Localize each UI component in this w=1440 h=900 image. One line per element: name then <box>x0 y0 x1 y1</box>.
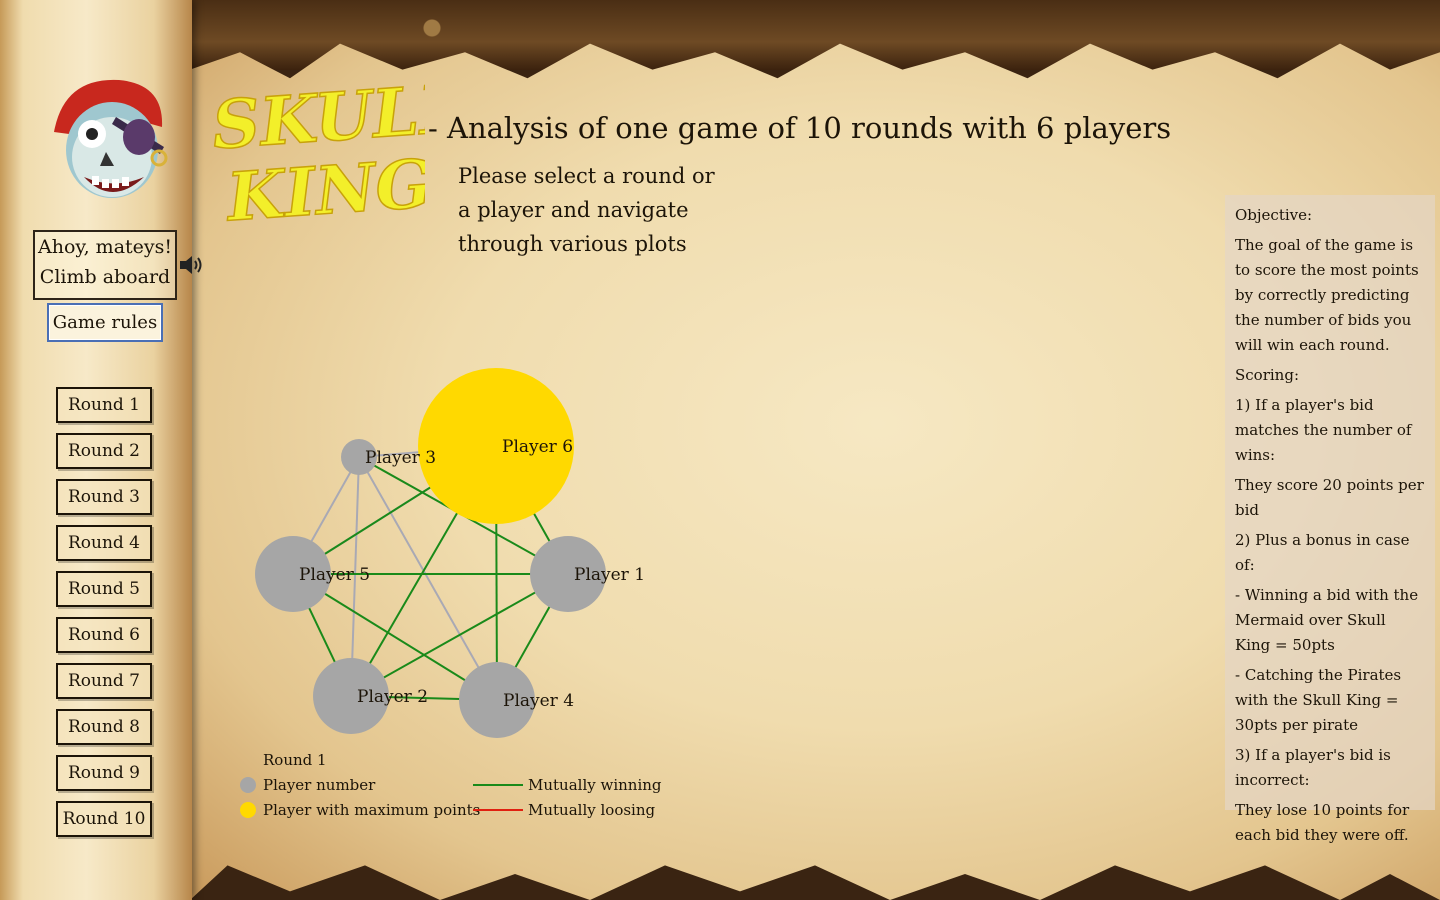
neutral-edge <box>350 456 360 697</box>
instructions-line1: Please select a round or <box>458 164 715 188</box>
round-2-button[interactable]: Round 2 <box>56 433 152 469</box>
logo-text-top: SKULL <box>210 70 425 164</box>
sidebar: Ahoy, mateys! Climb aboard Game rules Ro… <box>0 0 202 900</box>
round-5-button[interactable]: Round 5 <box>56 571 152 607</box>
legend-player-number: Player number <box>263 776 376 794</box>
round-6-button[interactable]: Round 6 <box>56 617 152 653</box>
info-paragraph: They score 20 points per bid <box>1235 476 1424 519</box>
player-node-p4[interactable] <box>459 662 535 738</box>
round-list: Round 1 Round 2 Round 3 Round 4 Round 5 … <box>56 387 156 847</box>
player-label-p2[interactable]: Player 2 <box>357 687 428 707</box>
player-node-p5[interactable] <box>255 536 331 612</box>
round-7-button[interactable]: Round 7 <box>56 663 152 699</box>
player-label-p5[interactable]: Player 5 <box>299 565 370 585</box>
round-9-button[interactable]: Round 9 <box>56 755 152 791</box>
legend-title: Round 1 <box>263 751 327 769</box>
game-rules-button[interactable]: Game rules <box>47 303 163 342</box>
winning-edge <box>292 573 498 701</box>
greeting-line2: Climb aboard <box>39 266 171 288</box>
player-node-p3[interactable] <box>341 439 377 475</box>
info-paragraph: 3) If a player's bid is incorrect: <box>1235 746 1391 789</box>
player-label-p4[interactable]: Player 4 <box>503 691 574 711</box>
round-4-button[interactable]: Round 4 <box>56 525 152 561</box>
greeting-box: Ahoy, mateys! Climb aboard <box>33 230 177 300</box>
skull-king-logo: SKULL KING <box>209 70 425 230</box>
winning-edge <box>350 573 569 697</box>
info-paragraph: Scoring: <box>1235 366 1299 384</box>
round-3-button[interactable]: Round 3 <box>56 479 152 515</box>
pirate-skull-mascot <box>54 79 168 198</box>
info-paragraph: They lose 10 points for each bid they we… <box>1235 801 1410 844</box>
legend-player-max: Player with maximum points <box>263 801 480 819</box>
info-paragraph: Objective: <box>1235 206 1313 224</box>
logo-text-bottom: KING <box>223 144 425 230</box>
player-label-p3[interactable]: Player 3 <box>365 448 436 468</box>
instructions-line2: a player and navigate <box>458 198 689 222</box>
player-label-p1[interactable]: Player 1 <box>574 565 645 585</box>
greeting-line1: Ahoy, mateys! <box>37 236 173 258</box>
player-node-p2[interactable] <box>313 658 389 734</box>
page-title: - Analysis of one game of 10 rounds with… <box>428 111 1172 145</box>
graph-nodes: Player 1 Player 2 Player 3 Player 4 Player 5… <box>255 368 645 738</box>
player-label-p6[interactable]: Player 6 <box>502 437 573 457</box>
info-paragraph: 1) If a player's bid matches the number … <box>1235 396 1412 464</box>
rules-info-panel: Objective: The goal of the game is to sc… <box>1225 195 1435 844</box>
graph-legend: Round 1 Player number Player with maximu… <box>240 751 662 819</box>
player-node-p6[interactable] <box>418 368 574 524</box>
speaker-icon[interactable] <box>178 253 206 277</box>
round-10-button[interactable]: Round 10 <box>56 801 152 837</box>
round-1-button[interactable]: Round 1 <box>56 387 152 423</box>
info-paragraph: - Winning a bid with the Mermaid over Sk… <box>1235 586 1419 654</box>
instructions: Please select a round or a player and na… <box>458 159 718 261</box>
round-8-button[interactable]: Round 8 <box>56 709 152 745</box>
player-network-graph[interactable]: Player 1 Player 2 Player 3 Player 4 Player 5… <box>220 350 680 830</box>
info-paragraph: - Catching the Pirates with the Skull Ki… <box>1235 666 1402 734</box>
legend-player-swatch <box>240 777 256 793</box>
info-paragraph: The goal of the game is to score the mos… <box>1235 236 1419 354</box>
neutral-edge <box>358 456 498 701</box>
player-node-p1[interactable] <box>530 536 606 612</box>
legend-mutually-winning: Mutually winning <box>528 776 662 794</box>
legend-mutually-losing: Mutually loosing <box>528 801 656 819</box>
legend-max-swatch <box>240 802 256 818</box>
info-paragraph: 2) Plus a bonus in case of: <box>1235 531 1410 574</box>
instructions-line3: through various plots <box>458 232 687 256</box>
